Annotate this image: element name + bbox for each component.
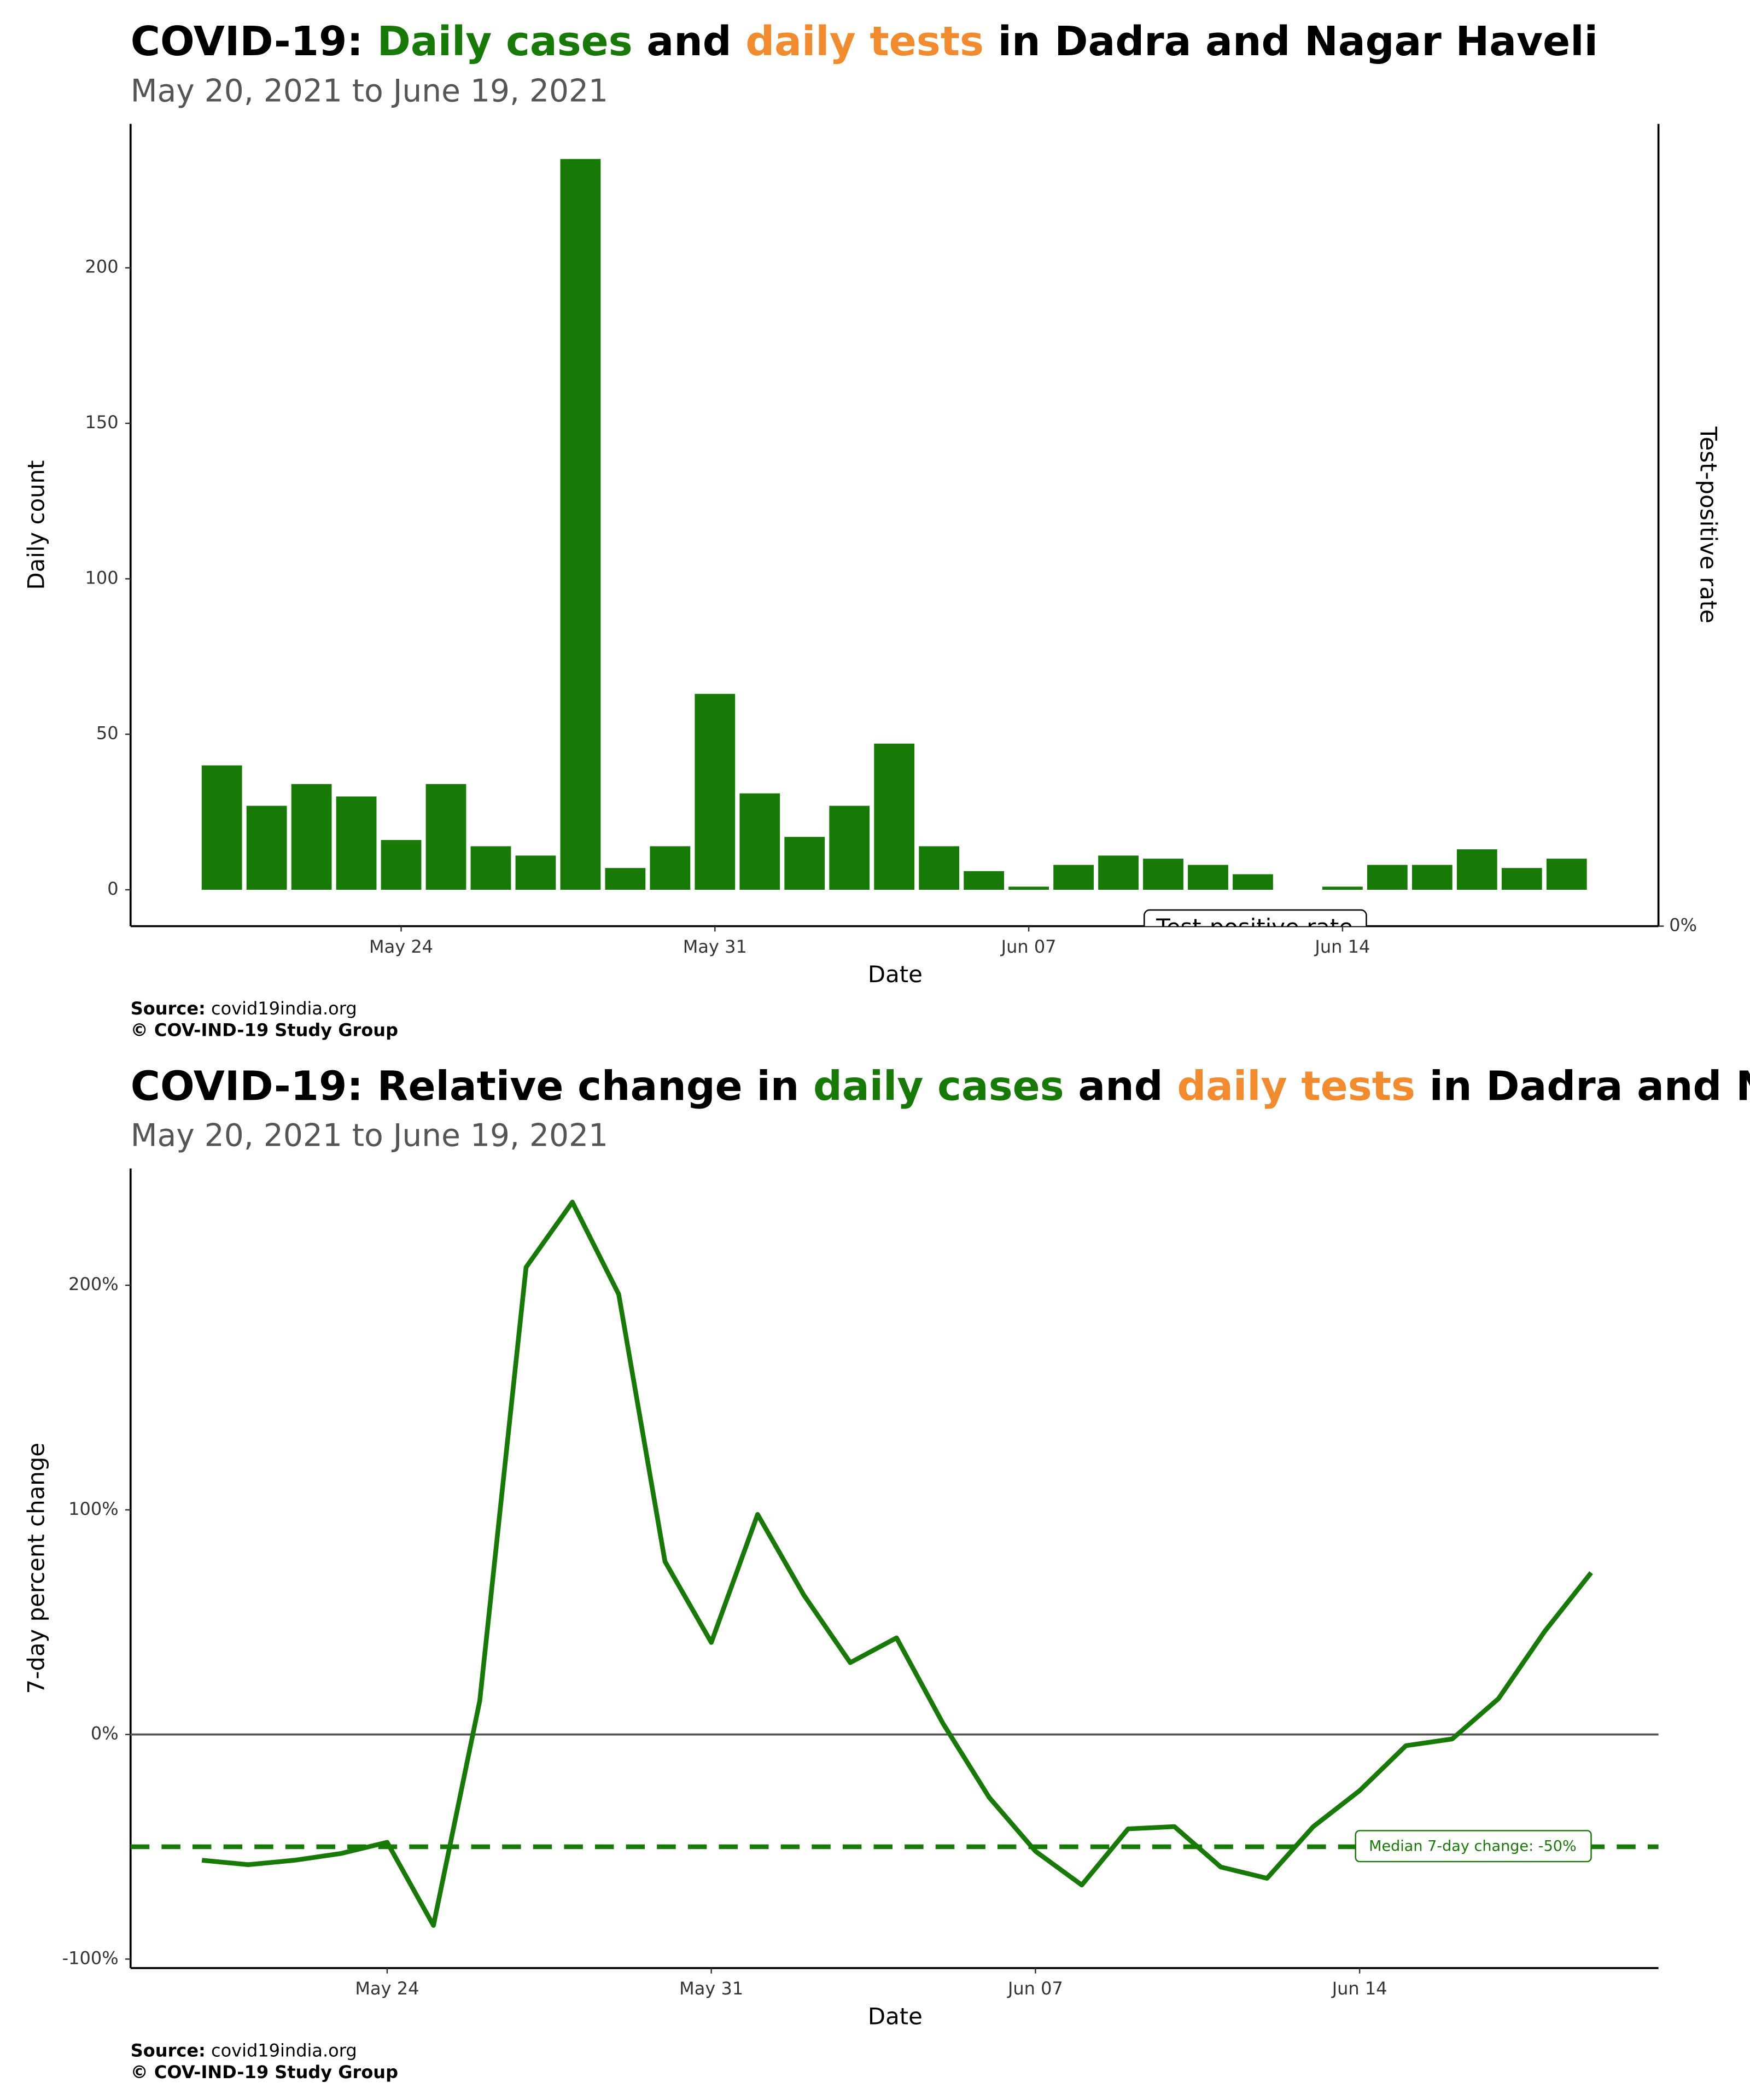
x-tick-label: May 24 xyxy=(369,936,433,957)
chart-title: COVID-19: Daily cases and daily tests in… xyxy=(131,18,1598,65)
title-part: in Dadra and Nagar Haveli xyxy=(998,18,1598,65)
bar xyxy=(1143,859,1183,890)
y-tick-label: 0 xyxy=(107,878,118,899)
bar xyxy=(515,855,556,890)
bar xyxy=(246,806,287,890)
y-tick-label: 0% xyxy=(91,1723,119,1744)
bar xyxy=(784,837,825,890)
line xyxy=(201,1199,1593,1928)
bar xyxy=(291,784,332,890)
x-tick-label: Jun 14 xyxy=(1314,936,1370,957)
annotation-group: Test-positive rate xyxy=(1144,909,1367,941)
bar xyxy=(470,846,511,890)
bar xyxy=(1367,865,1408,890)
source: Source: covid19india.org xyxy=(131,2040,357,2061)
x-tick-label: Jun 07 xyxy=(1000,936,1057,957)
y-axis-title: 7-day percent change xyxy=(22,1443,49,1694)
bar xyxy=(1411,865,1452,890)
credit: © COV-IND-19 Study Group xyxy=(131,1020,398,1041)
bar xyxy=(650,846,691,890)
title-part: daily tests xyxy=(1177,1063,1415,1110)
y-tick-label: 200 xyxy=(85,256,119,277)
bar xyxy=(829,806,870,890)
bar xyxy=(1322,886,1363,890)
source: Source: covid19india.org xyxy=(131,998,357,1019)
title-part: daily cases xyxy=(813,1063,1064,1110)
bar xyxy=(1546,859,1587,890)
bar xyxy=(1233,874,1273,890)
annotation: Test-positive rate xyxy=(1156,914,1353,941)
annotation-box xyxy=(1144,909,1367,926)
median-label: Median 7-day change: -50% xyxy=(1369,1838,1577,1854)
title-part: and xyxy=(646,18,731,65)
bar xyxy=(1501,868,1542,890)
title-part: in Dadra and Nagar Haveli xyxy=(1430,1063,1750,1110)
title-part: and xyxy=(1078,1063,1163,1110)
credit: © COV-IND-19 Study Group xyxy=(131,2062,398,2082)
x-axis-title: Date xyxy=(868,2003,923,2029)
bar xyxy=(1008,886,1049,890)
y-axis-title: Daily count xyxy=(22,460,49,590)
y2-tick-label: 0% xyxy=(1669,915,1697,936)
y-tick-label: 200% xyxy=(68,1274,118,1294)
bar xyxy=(425,784,466,890)
title-part: daily tests xyxy=(745,18,984,65)
y-tick-label: -100% xyxy=(62,1947,119,1968)
source-text: covid19india.org xyxy=(211,2040,357,2061)
source-text: covid19india.org xyxy=(211,998,357,1019)
x-tick-label: May 24 xyxy=(355,1978,419,1999)
y-tick-label: 50 xyxy=(96,723,119,744)
title-part: COVID-19: xyxy=(131,18,363,65)
bar xyxy=(201,765,242,890)
bar xyxy=(1098,855,1139,890)
bar xyxy=(605,868,646,890)
median-label-box xyxy=(1355,1830,1592,1863)
bar xyxy=(739,793,780,890)
x-tick-label: Jun 07 xyxy=(1007,1978,1063,1999)
source-label: Source: xyxy=(131,998,206,1019)
bar xyxy=(336,796,377,890)
x-tick-label: Jun 14 xyxy=(1331,1978,1387,1999)
chart-subtitle: May 20, 2021 to June 19, 2021 xyxy=(131,73,608,109)
x-tick-label: May 31 xyxy=(683,936,747,957)
chart-title: COVID-19: Relative change in daily cases… xyxy=(131,1063,1750,1110)
bar xyxy=(1456,849,1497,890)
x-tick-label: May 31 xyxy=(679,1978,743,1999)
y-tick-label: 100 xyxy=(85,567,119,588)
x-axis-title: Date xyxy=(868,961,923,988)
bar xyxy=(919,846,960,890)
y2-axis-title: Test-positive rate xyxy=(1695,426,1722,623)
y-tick-label: 100% xyxy=(68,1498,118,1519)
bar xyxy=(695,693,736,890)
bar xyxy=(874,743,915,890)
title-part: Daily cases xyxy=(377,18,633,65)
bar xyxy=(381,840,422,890)
bar xyxy=(1188,865,1228,890)
bar xyxy=(964,871,1005,890)
chart-subtitle: May 20, 2021 to June 19, 2021 xyxy=(131,1118,608,1154)
bar xyxy=(1053,865,1094,890)
bar xyxy=(560,159,601,890)
source-label: Source: xyxy=(131,2040,206,2061)
y-tick-label: 150 xyxy=(85,412,119,433)
title-part: COVID-19: Relative change in xyxy=(131,1063,800,1110)
